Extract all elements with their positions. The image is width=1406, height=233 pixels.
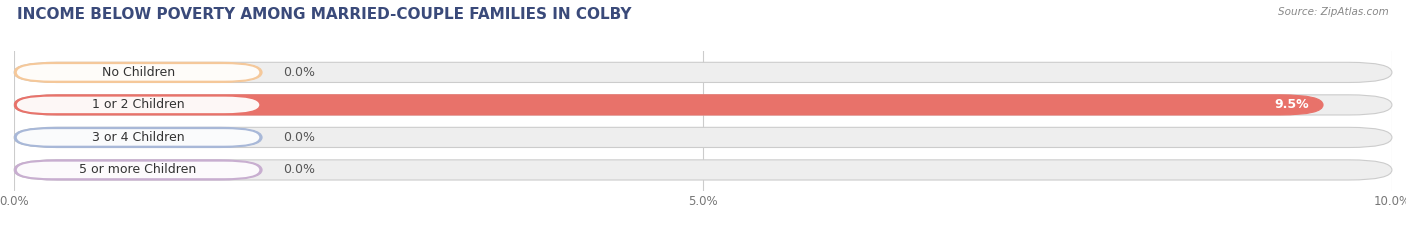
Text: No Children: No Children [101, 66, 174, 79]
Text: 0.0%: 0.0% [283, 66, 315, 79]
Text: INCOME BELOW POVERTY AMONG MARRIED-COUPLE FAMILIES IN COLBY: INCOME BELOW POVERTY AMONG MARRIED-COUPL… [17, 7, 631, 22]
FancyBboxPatch shape [14, 160, 1392, 180]
FancyBboxPatch shape [14, 62, 262, 82]
FancyBboxPatch shape [14, 62, 1392, 82]
FancyBboxPatch shape [17, 64, 259, 81]
FancyBboxPatch shape [17, 162, 259, 178]
Text: 9.5%: 9.5% [1275, 98, 1309, 111]
FancyBboxPatch shape [17, 97, 259, 113]
Text: 0.0%: 0.0% [283, 163, 315, 176]
FancyBboxPatch shape [14, 95, 1323, 115]
FancyBboxPatch shape [17, 129, 259, 146]
Text: 3 or 4 Children: 3 or 4 Children [91, 131, 184, 144]
FancyBboxPatch shape [14, 160, 262, 180]
FancyBboxPatch shape [14, 127, 262, 147]
FancyBboxPatch shape [14, 95, 1392, 115]
FancyBboxPatch shape [14, 127, 1392, 147]
Text: Source: ZipAtlas.com: Source: ZipAtlas.com [1278, 7, 1389, 17]
Text: 1 or 2 Children: 1 or 2 Children [91, 98, 184, 111]
Text: 5 or more Children: 5 or more Children [80, 163, 197, 176]
Text: 0.0%: 0.0% [283, 131, 315, 144]
